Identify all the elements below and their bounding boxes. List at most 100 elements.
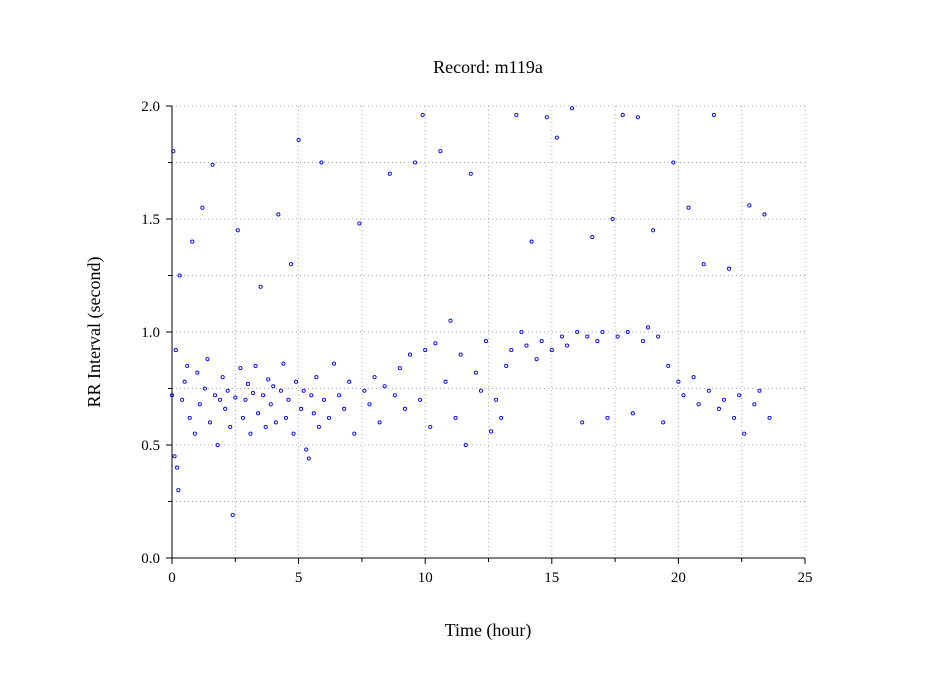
data-point: [273, 420, 278, 425]
data-point: [319, 160, 324, 165]
x-axis-label: Time (hour): [445, 620, 532, 641]
data-point: [311, 411, 316, 416]
data-point: [357, 221, 362, 226]
y-tick-label: 0.5: [141, 438, 160, 454]
axes: [166, 105, 806, 564]
data-point: [367, 402, 372, 407]
data-point: [711, 112, 716, 118]
data-point: [299, 406, 304, 411]
data-point: [407, 352, 413, 357]
data-point: [337, 393, 342, 398]
data-point: [304, 447, 309, 452]
data-point: [605, 415, 610, 420]
data-point: [433, 341, 438, 346]
data-point: [212, 393, 218, 398]
data-point: [716, 406, 721, 411]
data-point: [172, 454, 177, 459]
data-point: [377, 420, 382, 425]
data-point: [301, 388, 306, 393]
grid-lines: [172, 105, 806, 558]
data-point: [205, 357, 210, 362]
data-point: [202, 386, 207, 391]
data-point: [230, 513, 235, 518]
x-tick-label: 20: [671, 570, 686, 586]
data-point: [656, 334, 661, 339]
x-tick-label: 15: [544, 570, 559, 586]
data-point: [180, 397, 185, 402]
data-point: [661, 420, 666, 425]
data-point: [595, 338, 600, 344]
data-point: [306, 456, 311, 461]
data-point: [256, 411, 261, 416]
data-point: [245, 381, 251, 387]
data-point: [676, 379, 681, 384]
data-point: [423, 348, 428, 353]
data-point: [635, 115, 640, 120]
data-point: [392, 393, 397, 398]
data-point: [767, 415, 772, 420]
data-point: [483, 338, 489, 344]
data-point: [192, 431, 197, 436]
data-point: [309, 393, 314, 398]
y-tick-label: 2.0: [141, 99, 160, 115]
y-tick-label: 1.5: [141, 212, 160, 228]
data-point: [210, 162, 215, 167]
data-point: [413, 160, 418, 165]
data-point: [258, 284, 263, 289]
data-point: [615, 334, 620, 339]
data-point: [372, 375, 377, 380]
data-point: [494, 397, 499, 402]
data-point: [630, 411, 635, 416]
data-point: [706, 388, 711, 393]
data-point: [173, 348, 178, 353]
data-point: [248, 431, 253, 436]
data-point: [726, 266, 732, 271]
data-point: [625, 329, 630, 335]
y-axis-label: RR Interval (second): [84, 257, 105, 408]
data-point: [585, 334, 590, 339]
data-point: [620, 112, 625, 118]
data-point: [524, 343, 529, 348]
data-point: [266, 377, 271, 382]
data-point: [488, 429, 494, 434]
data-point: [610, 216, 615, 222]
data-point: [268, 402, 273, 407]
data-point: [286, 397, 291, 402]
data-point: [347, 379, 352, 384]
data-point: [580, 420, 585, 425]
data-point: [187, 415, 192, 420]
data-point: [554, 135, 559, 140]
data-point: [529, 239, 534, 244]
data-point: [640, 338, 646, 344]
data-point: [402, 406, 407, 411]
data-point: [362, 388, 367, 393]
x-tick-label: 25: [798, 570, 813, 586]
data-point: [564, 343, 570, 348]
data-point: [220, 375, 225, 380]
data-point: [200, 205, 205, 210]
x-tick-label: 5: [295, 570, 303, 586]
data-point: [468, 171, 473, 176]
tick-labels: 0 5 10 15 20 25 0.0 0.5 1.0 1.5 2.0: [141, 99, 812, 586]
data-point: [190, 239, 195, 244]
data-point: [250, 390, 256, 396]
data-point: [590, 235, 595, 240]
data-point: [549, 348, 554, 353]
y-tick-label: 1.0: [141, 325, 160, 341]
data-point: [233, 395, 238, 400]
data-point: [175, 465, 180, 470]
data-point: [281, 361, 286, 366]
data-point: [570, 106, 575, 111]
data-point: [575, 329, 580, 335]
data-point: [387, 171, 392, 176]
data-point: [651, 228, 656, 233]
x-tick-label: 10: [418, 570, 433, 586]
y-tick-label: 0.0: [141, 551, 160, 567]
data-point: [283, 415, 288, 420]
data-point: [752, 402, 757, 407]
data-point: [397, 366, 402, 371]
data-point: [296, 137, 301, 142]
data-point: [534, 357, 539, 362]
data-point: [509, 348, 514, 353]
data-point: [278, 388, 283, 393]
